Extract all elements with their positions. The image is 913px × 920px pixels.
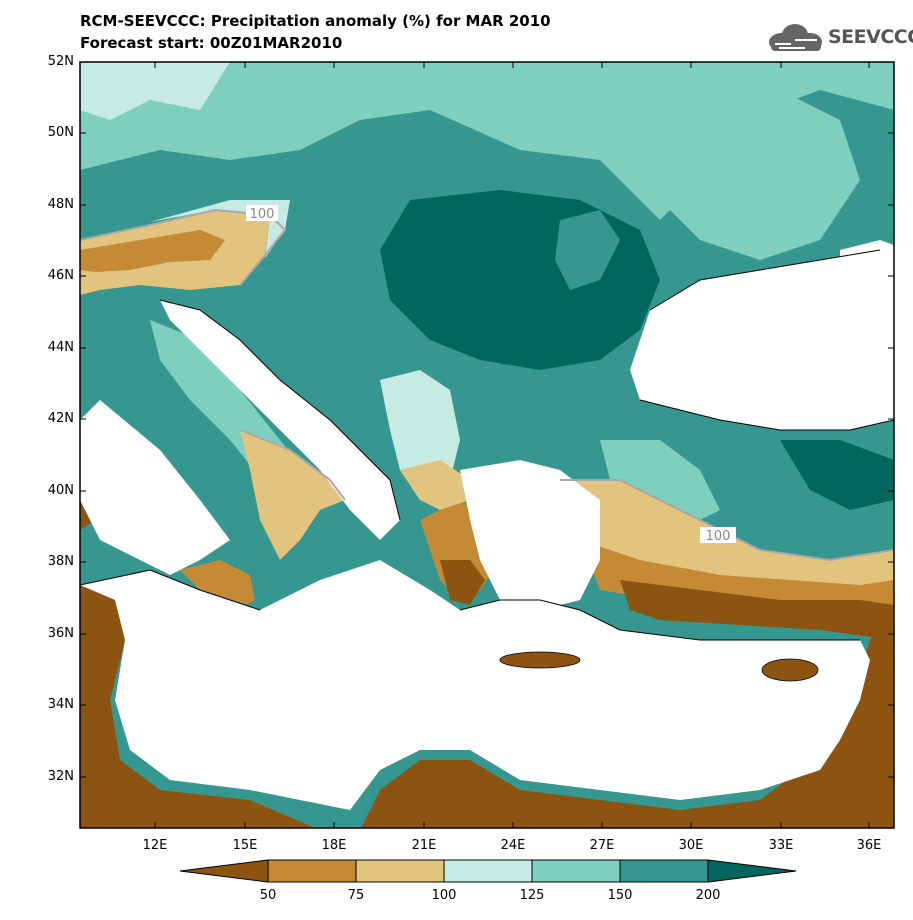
- italy-dry-region: [240, 430, 345, 560]
- colorbar-segment-50-75: [267, 859, 357, 883]
- ukraine-light-wet-region: [640, 80, 860, 260]
- lat-label-48n: 48N: [47, 197, 74, 212]
- aegean-sea: [460, 460, 600, 610]
- turkey-max-wet: [780, 440, 894, 510]
- lon-label-33e: 33E: [768, 838, 794, 853]
- colorbar-label-150: 150: [607, 888, 633, 903]
- forecast-start-subtitle: Forecast start: 00Z01MAR2010: [80, 34, 343, 52]
- lat-label-44n: 44N: [47, 340, 74, 355]
- colorbar-label-100: 100: [431, 888, 457, 903]
- alps-light-wet-edge: [150, 200, 290, 258]
- lat-label-42n: 42N: [47, 411, 74, 426]
- lat-label-34n: 34N: [47, 697, 74, 712]
- contour-100-italy: [239, 429, 346, 501]
- colorbar-label-50: 50: [259, 888, 277, 903]
- lon-ticks: [154, 62, 870, 828]
- mediterranean-sea: [80, 560, 870, 810]
- tyrrhenian-sea: [80, 400, 230, 575]
- lat-label-46n: 46N: [47, 268, 74, 283]
- colorbar-label-200: 200: [695, 888, 721, 903]
- greece-strong-dry: [440, 560, 485, 605]
- lat-label-32n: 32N: [47, 769, 74, 784]
- colorbar-segment-100-125: [443, 859, 533, 883]
- central-europe-pale-region: [80, 62, 230, 120]
- lat-ticks: [80, 61, 894, 778]
- black-sea: [630, 250, 894, 430]
- map-frame: [79, 61, 895, 829]
- azov-sea: [840, 240, 894, 275]
- lon-label-21e: 21E: [411, 838, 437, 853]
- lon-label-27e: 27E: [589, 838, 615, 853]
- colorbar-segment-below-50: [179, 859, 269, 883]
- coastline-outline: [80, 249, 894, 641]
- colorbar-label-75: 75: [347, 888, 365, 903]
- crete-island: [499, 651, 581, 669]
- contour-label-turkey: 100: [700, 527, 736, 544]
- adriatic-sea: [160, 300, 400, 540]
- logo-text: SEEVCCC: [828, 26, 913, 48]
- lon-label-30e: 30E: [678, 838, 704, 853]
- colorbar: [179, 859, 797, 883]
- colorbar-segment-75-100: [355, 859, 445, 883]
- colorbar-segment-above-200: [707, 859, 797, 883]
- lon-label-15e: 15E: [232, 838, 258, 853]
- lon-label-24e: 24E: [500, 838, 526, 853]
- svg-text:100: 100: [706, 529, 731, 544]
- romania-strong-wet-inset: [555, 210, 620, 290]
- lat-label-52n: 52N: [47, 54, 74, 69]
- lat-label-36n: 36N: [47, 626, 74, 641]
- cyprus-island: [761, 658, 819, 682]
- turkey-light-wet: [600, 440, 720, 520]
- lon-label-12e: 12E: [142, 838, 168, 853]
- lat-label-38n: 38N: [47, 554, 74, 569]
- map-title: RCM-SEEVCCC: Precipitation anomaly (%) f…: [80, 12, 551, 30]
- lon-label-18e: 18E: [321, 838, 347, 853]
- colorbar-label-125: 125: [519, 888, 545, 903]
- libya-egypt-dry-region: [361, 740, 830, 828]
- lat-label-50n: 50N: [47, 125, 74, 140]
- greece-pale-region: [400, 460, 470, 510]
- anatolia-strong-dry: [620, 580, 894, 640]
- alps-drier-region: [80, 230, 225, 272]
- italy-west-coast-wet: [80, 310, 260, 540]
- sicily-dry-region: [180, 560, 255, 610]
- lat-label-40n: 40N: [47, 483, 74, 498]
- contour-label-alps: 100: [246, 205, 278, 222]
- lon-label-36e: 36E: [856, 838, 882, 853]
- colorbar-segment-125-150: [531, 859, 621, 883]
- colorbar-segment-150-200: [619, 859, 709, 883]
- north-africa-dry-region: [80, 585, 316, 828]
- svg-text:100: 100: [250, 207, 275, 222]
- seevccc-logo: [769, 24, 822, 51]
